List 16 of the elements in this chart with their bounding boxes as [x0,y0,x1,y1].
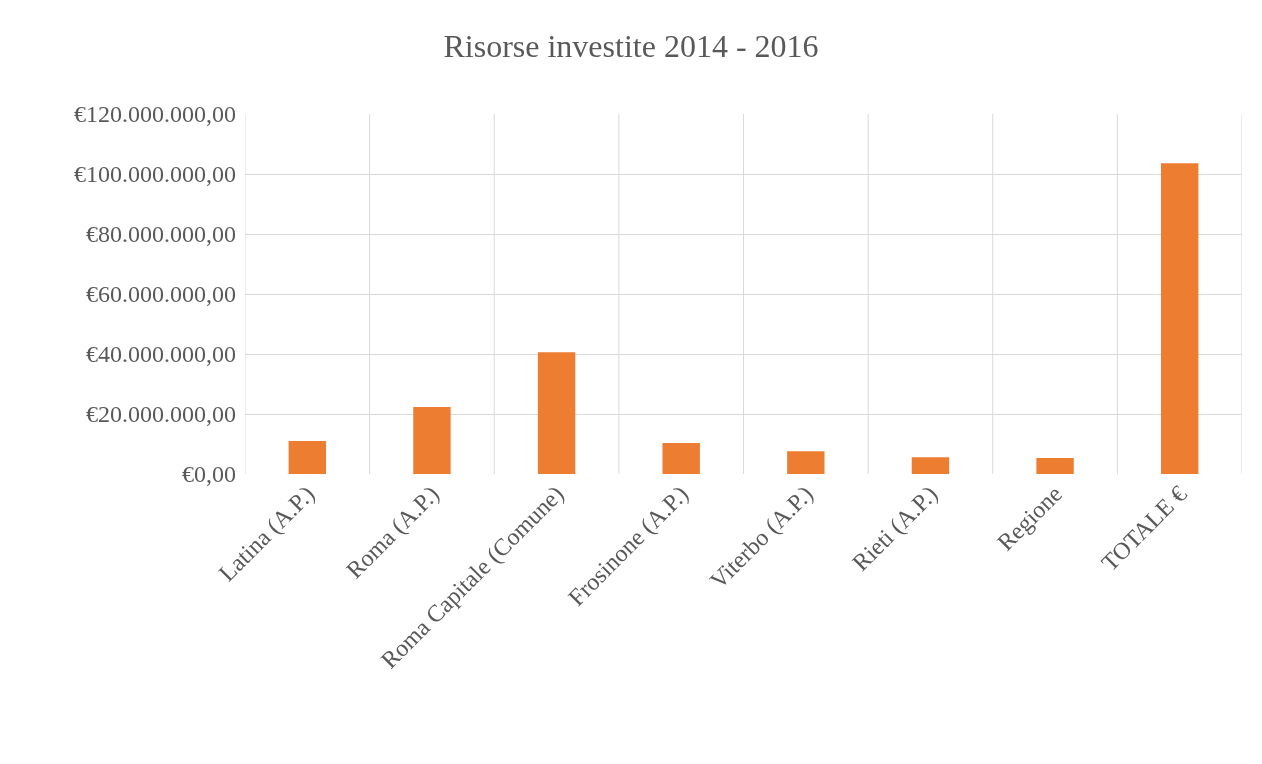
y-tick-label: €120.000.000,00 [74,101,236,128]
y-tick-label: €0,00 [182,461,236,488]
bar [911,457,950,474]
bar [662,443,700,474]
bar [1036,458,1074,474]
chart-title: Risorse investite 2014 - 2016 [443,27,819,64]
y-tick-label: €40.000.000,00 [86,341,236,368]
y-tick-label: €60.000.000,00 [86,281,236,308]
y-tick-label: €80.000.000,00 [86,221,236,248]
bar [288,441,327,474]
bar [413,407,451,474]
bar [787,451,825,474]
y-tick-label: €20.000.000,00 [86,401,236,428]
bar [537,352,576,474]
y-tick-label: €100.000.000,00 [74,161,236,188]
bar [1160,163,1199,474]
